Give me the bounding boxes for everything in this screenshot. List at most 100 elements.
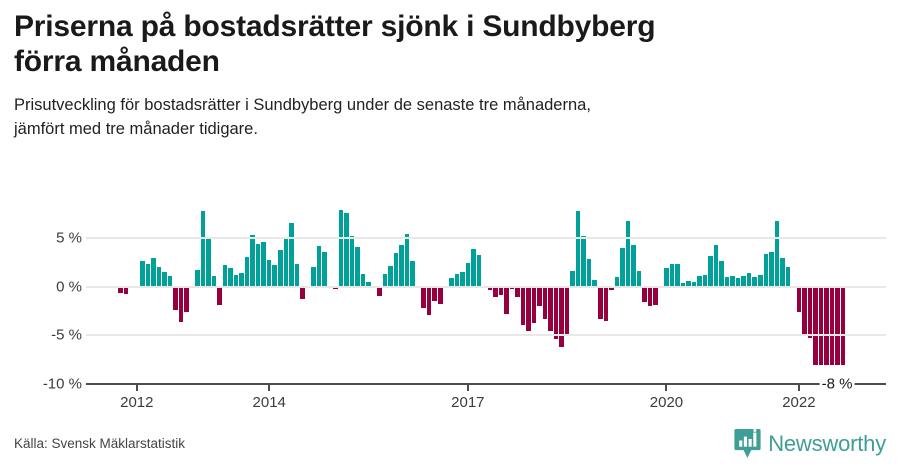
bar xyxy=(195,270,200,287)
bar xyxy=(702,275,708,287)
bar xyxy=(581,236,586,287)
bar xyxy=(404,234,410,287)
bar xyxy=(526,286,531,332)
bar xyxy=(559,286,564,347)
bar xyxy=(774,220,780,287)
bar xyxy=(730,276,735,287)
bar-series xyxy=(86,204,886,384)
chart-container: 5 % 0 % -5 % -10 % 2012 2014 2017 2020 2022 -8 … xyxy=(0,196,900,411)
bar xyxy=(322,251,327,287)
x-axis-line xyxy=(86,382,886,386)
bar xyxy=(746,273,752,287)
bar xyxy=(813,286,818,365)
bar xyxy=(278,249,283,287)
bar xyxy=(824,286,829,365)
bar xyxy=(465,263,471,287)
bar xyxy=(691,281,697,287)
bar xyxy=(421,286,426,309)
newsworthy-bubble-chart-icon xyxy=(734,428,761,459)
y-axis-tick-label: -10 % xyxy=(42,375,82,393)
x-axis-tick-label: 2014 xyxy=(252,394,286,411)
bar xyxy=(686,280,691,287)
bar xyxy=(735,277,741,287)
bar xyxy=(614,276,620,287)
y-axis-tick-label: 5 % xyxy=(56,229,82,247)
value-annotation: -8 % xyxy=(819,375,855,393)
bar xyxy=(609,286,614,290)
bar xyxy=(542,286,548,319)
bar xyxy=(123,286,129,295)
bar xyxy=(631,244,636,287)
bar xyxy=(178,286,184,322)
bar xyxy=(515,286,520,298)
bar xyxy=(653,286,658,306)
bar xyxy=(719,261,724,287)
bar xyxy=(531,286,537,323)
bar xyxy=(360,274,366,287)
bar xyxy=(669,264,675,287)
bar xyxy=(807,286,813,339)
bar xyxy=(344,212,349,287)
bar xyxy=(206,239,211,287)
bar xyxy=(460,272,465,287)
bar xyxy=(255,243,261,287)
bar xyxy=(785,267,791,287)
bar xyxy=(283,239,289,287)
x-axis-tick xyxy=(135,384,138,391)
x-axis-tick xyxy=(797,384,800,391)
bar xyxy=(675,264,680,287)
bar xyxy=(311,267,316,287)
bar xyxy=(586,259,592,287)
bar xyxy=(537,286,542,307)
gridline xyxy=(86,285,886,288)
bar xyxy=(487,286,493,290)
bar xyxy=(162,272,167,287)
bar xyxy=(151,258,156,287)
bar xyxy=(266,260,272,287)
bar xyxy=(184,286,189,312)
bar xyxy=(366,281,371,287)
bar xyxy=(504,286,509,314)
bar xyxy=(598,286,603,319)
bar xyxy=(664,268,669,287)
x-axis-tick-label: 2020 xyxy=(649,394,684,411)
bar xyxy=(388,266,393,287)
bar xyxy=(145,264,151,287)
bar xyxy=(713,244,719,287)
bar xyxy=(625,220,631,287)
bar xyxy=(228,268,233,287)
bar xyxy=(399,244,404,287)
bar xyxy=(261,241,266,287)
newsworthy-logo: Newsworthy xyxy=(734,428,886,459)
bar xyxy=(520,286,526,325)
bar xyxy=(294,264,300,287)
bar xyxy=(211,276,217,287)
bar xyxy=(222,265,228,287)
y-axis-tick-label: 0 % xyxy=(56,278,82,296)
chart-header: Priserna på bostadsrätter sjönk i Sundby… xyxy=(0,0,900,141)
bar xyxy=(829,286,835,365)
x-axis-tick xyxy=(665,384,668,391)
bar xyxy=(239,273,244,287)
bar xyxy=(603,286,609,321)
chart-footer: Källa: Svensk Mäklarstatistik Newsworthy xyxy=(0,418,900,474)
x-axis-tick-label: 2022 xyxy=(782,394,816,411)
bar xyxy=(338,209,344,287)
bar xyxy=(553,286,559,340)
source-note: Källa: Svensk Mäklarstatistik xyxy=(14,436,186,451)
bar xyxy=(493,286,498,298)
bar xyxy=(835,286,840,365)
y-axis-tick-label: -5 % xyxy=(51,326,82,344)
bar xyxy=(769,251,774,287)
bar xyxy=(498,286,504,296)
bar xyxy=(697,276,702,287)
bar xyxy=(570,271,575,287)
bar xyxy=(140,261,145,287)
gridline xyxy=(86,237,886,240)
x-axis-tick xyxy=(268,384,271,391)
bar xyxy=(355,246,360,287)
bar xyxy=(410,261,415,287)
bar xyxy=(173,286,178,311)
bar xyxy=(818,286,824,365)
